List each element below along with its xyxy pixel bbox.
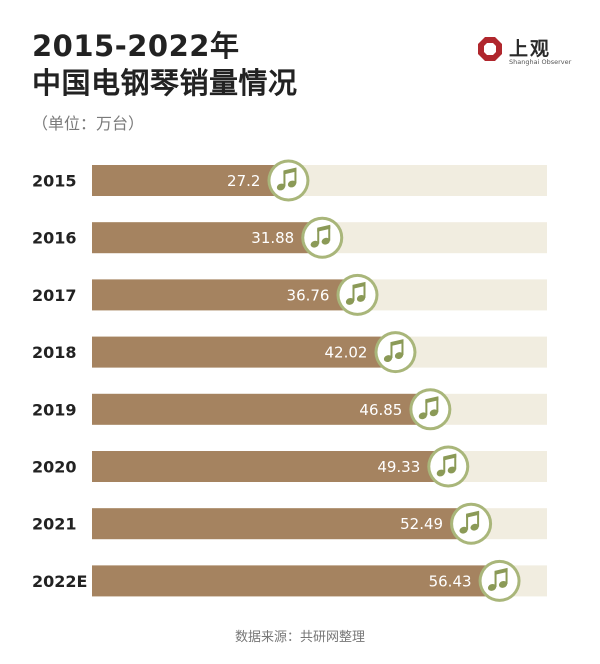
bar xyxy=(92,165,289,196)
value-label: 36.76 xyxy=(287,286,330,304)
bar xyxy=(92,565,500,597)
value-label: 27.2 xyxy=(227,172,260,190)
bar-row: 2020 49.33 xyxy=(32,445,547,488)
value-label: 52.49 xyxy=(400,515,443,533)
value-label: 56.43 xyxy=(429,572,472,590)
bar-row: 2018 42.02 xyxy=(32,331,547,374)
value-label: 49.33 xyxy=(377,458,420,476)
music-note-icon xyxy=(427,445,470,488)
chart-title: 2015-2022年 中国电钢琴销量情况 xyxy=(32,28,298,102)
bar-row: 2017 36.76 xyxy=(32,273,547,316)
music-note-icon xyxy=(301,216,344,259)
category-label: 2018 xyxy=(32,343,77,362)
chart-title-line-2: 中国电钢琴销量情况 xyxy=(32,66,298,100)
music-note-icon xyxy=(374,331,417,374)
bar-row: 2016 31.88 xyxy=(32,216,547,259)
bar xyxy=(92,336,396,368)
bar-row: 2015 27.2 xyxy=(32,159,547,202)
bar xyxy=(92,393,431,425)
category-label: 2020 xyxy=(32,458,77,477)
bar xyxy=(92,508,472,540)
music-note-icon xyxy=(336,273,379,316)
bar xyxy=(92,279,358,311)
music-note-icon xyxy=(450,502,493,545)
bar-row: 2022E 56.43 xyxy=(32,559,547,602)
data-source-note: 数据来源：共研网整理 xyxy=(234,630,365,645)
bar-row: 2019 46.85 xyxy=(32,388,547,431)
category-label: 2015 xyxy=(32,172,77,191)
music-note-icon xyxy=(267,159,310,202)
bar xyxy=(92,451,449,482)
chart-title-line-1: 2015-2022年 xyxy=(32,29,240,63)
brand-name: 上观 xyxy=(509,38,552,60)
unit-label: （单位：万台） xyxy=(32,114,145,133)
octagon-logo-icon xyxy=(478,37,502,61)
music-note-icon xyxy=(478,559,521,602)
brand-subtitle: Shanghai Observer xyxy=(509,58,572,66)
bar xyxy=(92,222,323,254)
category-label: 2021 xyxy=(32,515,77,534)
brand-logo: 上观 Shanghai Observer xyxy=(477,34,577,68)
category-label: 2022E xyxy=(32,572,87,591)
category-label: 2016 xyxy=(32,229,77,248)
category-label: 2019 xyxy=(32,400,77,419)
music-note-icon xyxy=(409,388,452,431)
bar-row: 2021 52.49 xyxy=(32,502,547,545)
value-label: 31.88 xyxy=(251,229,294,247)
category-label: 2017 xyxy=(32,286,77,305)
value-label: 46.85 xyxy=(359,401,402,419)
value-label: 42.02 xyxy=(325,344,368,362)
